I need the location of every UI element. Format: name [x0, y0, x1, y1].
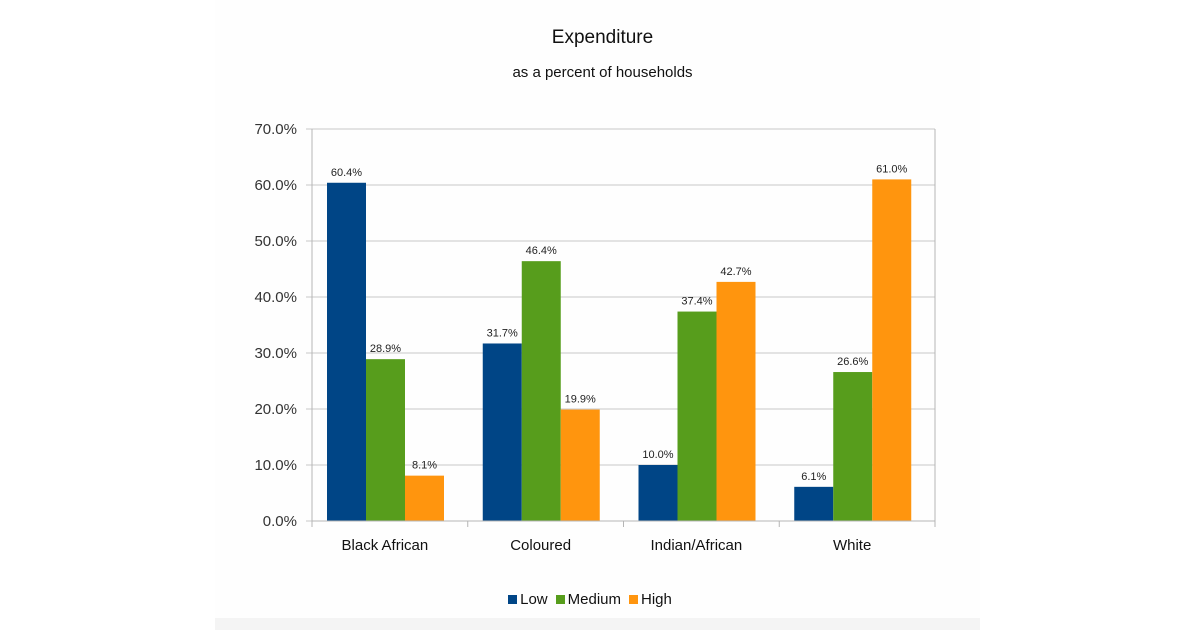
bar-low: [327, 182, 366, 521]
bar-high: [872, 179, 912, 521]
data-label: 26.6%: [837, 356, 868, 368]
x-category-label: Coloured: [510, 537, 571, 554]
legend-swatch: [629, 595, 639, 604]
x-category-label: Black African: [342, 537, 429, 554]
legend-label: High: [641, 591, 672, 608]
data-label: 42.7%: [720, 266, 751, 278]
legend: Low Medium High: [0, 591, 1180, 608]
data-label: 19.9%: [565, 394, 596, 406]
x-category-label: White: [833, 537, 871, 554]
y-tick-label: 60.0%: [254, 177, 297, 194]
bar-medium: [833, 372, 873, 521]
chart-title: Expenditure: [551, 27, 654, 48]
legend-item: High: [629, 591, 672, 608]
legend-item: Medium: [555, 591, 622, 608]
data-label: 6.1%: [801, 471, 826, 483]
data-label: 28.9%: [370, 343, 401, 355]
bar-low: [794, 486, 834, 521]
bottom-strip: [215, 618, 980, 630]
bar-low: [638, 465, 678, 521]
legend-label: Low: [520, 591, 548, 608]
bar-medium: [521, 261, 561, 521]
data-label: 31.7%: [487, 327, 518, 339]
data-label: 61.0%: [876, 163, 907, 175]
data-label: 60.4%: [331, 167, 362, 179]
y-tick-label: 0.0%: [263, 513, 297, 530]
data-label: 46.4%: [526, 245, 557, 257]
y-tick-label: 40.0%: [254, 289, 297, 306]
legend-label: Medium: [567, 591, 622, 608]
bar-low: [482, 343, 522, 521]
data-label: 37.4%: [681, 296, 712, 308]
data-label: 10.0%: [642, 449, 673, 461]
y-tick-label: 10.0%: [254, 457, 297, 474]
legend-swatch: [508, 595, 518, 604]
bar-high: [716, 281, 756, 521]
bar-medium: [677, 311, 717, 521]
x-category-label: Indian/African: [651, 537, 743, 554]
data-label: 8.1%: [412, 460, 437, 472]
bar-high: [560, 409, 600, 521]
bar-high: [405, 475, 444, 521]
bar-medium: [366, 359, 405, 521]
y-tick-label: 50.0%: [254, 233, 297, 250]
chart-subtitle: as a percent of households: [512, 64, 693, 81]
legend-item: Low: [508, 591, 548, 608]
y-tick-label: 20.0%: [254, 401, 297, 418]
y-tick-label: 70.0%: [254, 121, 297, 138]
legend-swatch: [555, 595, 565, 604]
y-tick-label: 30.0%: [254, 345, 297, 362]
